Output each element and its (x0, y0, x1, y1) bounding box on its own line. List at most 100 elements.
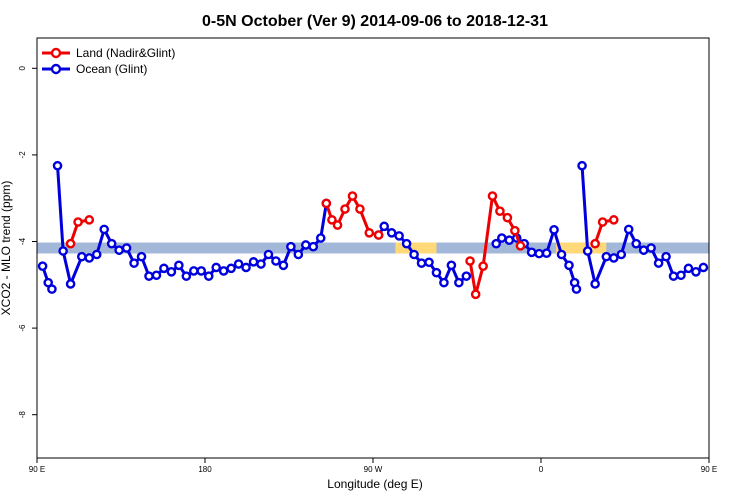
ocean-point (315, 233, 326, 243)
ocean-point (409, 249, 419, 260)
ocean-point (77, 251, 87, 262)
ocean-point (99, 224, 109, 235)
ocean-point (668, 271, 679, 281)
ocean-point (106, 238, 117, 249)
land-point (73, 217, 83, 227)
ocean-point (661, 251, 671, 262)
ocean-point (129, 258, 139, 268)
land-point (340, 204, 350, 214)
y-tick-label: -6 (18, 324, 27, 332)
ocean-point (52, 160, 63, 171)
ocean-point (683, 263, 694, 274)
land-point (321, 198, 332, 209)
land-series (65, 191, 619, 300)
ocean-point (646, 243, 656, 253)
ocean-point (84, 253, 95, 263)
ocean-point (151, 270, 162, 281)
land-point (332, 220, 343, 230)
x-tick-label: 90 W (364, 465, 383, 474)
ocean-point (114, 245, 124, 255)
ocean-point (638, 245, 649, 255)
y-tick-label: -8 (18, 411, 27, 419)
land-point (364, 228, 375, 238)
ocean-point (526, 247, 537, 258)
ocean-point (564, 260, 574, 271)
ocean-point (121, 243, 132, 253)
ocean-point (65, 279, 76, 289)
ocean-point (541, 248, 552, 258)
ocean-point (496, 233, 507, 243)
legend-item-ocean: Ocean (Glint) (42, 62, 147, 76)
ocean-point (144, 271, 154, 281)
y-axis: 0 -2 -4 -6 -8 (18, 66, 37, 419)
ocean-point (461, 271, 472, 281)
ocean-point (196, 266, 207, 276)
ocean-point (379, 221, 390, 232)
ocean-point (424, 257, 434, 268)
ocean-point (47, 284, 57, 294)
ocean-point (278, 260, 289, 271)
ocean-point (601, 251, 612, 262)
x-tick-label: 0 (539, 465, 544, 474)
land-point (502, 212, 513, 223)
ocean-point (401, 238, 412, 249)
ocean-point (504, 235, 515, 246)
ocean-point (571, 284, 582, 294)
ocean-point (256, 259, 266, 269)
chart-title: 0-5N October (Ver 9) 2014-09-06 to 2018-… (202, 13, 548, 30)
legend-label: Ocean (Glint) (76, 62, 147, 76)
ocean-point (691, 267, 701, 277)
land-point (84, 215, 95, 225)
x-tick-label: 90 E (701, 465, 717, 474)
ocean-point (386, 228, 397, 238)
land-point (470, 289, 481, 300)
ocean-point (159, 263, 169, 274)
ocean-point (653, 258, 664, 268)
ocean-point (491, 238, 502, 249)
ocean-point (590, 279, 600, 289)
ocean-point (556, 249, 567, 260)
y-axis-label: XCO2 - MLO trend (ppm) (0, 181, 13, 316)
ocean-point (623, 224, 634, 235)
land-point (597, 217, 608, 227)
x-tick-label: 180 (198, 465, 212, 474)
ocean-point (181, 271, 192, 281)
legend-label: Land (Nadir&Glint) (76, 46, 175, 60)
ocean-point (248, 257, 259, 267)
ocean-point (631, 238, 642, 249)
ocean-point (91, 249, 102, 260)
ocean-point (676, 270, 686, 281)
land-point (465, 256, 475, 266)
ocean-point (136, 251, 147, 262)
ocean-point (203, 271, 214, 281)
legend: Land (Nadir&Glint) Ocean (Glint) (42, 46, 175, 76)
land-point (515, 241, 526, 251)
land-point (609, 215, 619, 225)
series-layer (37, 160, 709, 300)
ocean-point (446, 260, 457, 271)
ocean-series (37, 160, 709, 294)
land-point (495, 206, 505, 216)
ocean-point (439, 277, 449, 288)
ocean-point (37, 261, 48, 271)
ocean-point (308, 241, 319, 252)
ocean-point (549, 225, 559, 235)
ocean-point (293, 249, 304, 260)
ocean-point (218, 266, 229, 276)
ocean-point (577, 160, 587, 171)
x-axis-label: Longitude (deg E) (327, 477, 422, 491)
y-tick-label: -2 (18, 151, 27, 159)
ocean-point (241, 262, 251, 273)
land-point (510, 225, 520, 236)
land-point (478, 261, 488, 271)
ocean-point (211, 262, 221, 273)
ocean-point (174, 260, 184, 271)
ocean-point (616, 249, 627, 260)
legend-marker (50, 63, 62, 75)
ocean-point (271, 256, 281, 266)
ocean-point (188, 266, 199, 276)
ocean-point (431, 267, 442, 278)
ocean-point (698, 262, 709, 273)
ocean-point (263, 249, 274, 260)
ocean-point (300, 240, 311, 250)
